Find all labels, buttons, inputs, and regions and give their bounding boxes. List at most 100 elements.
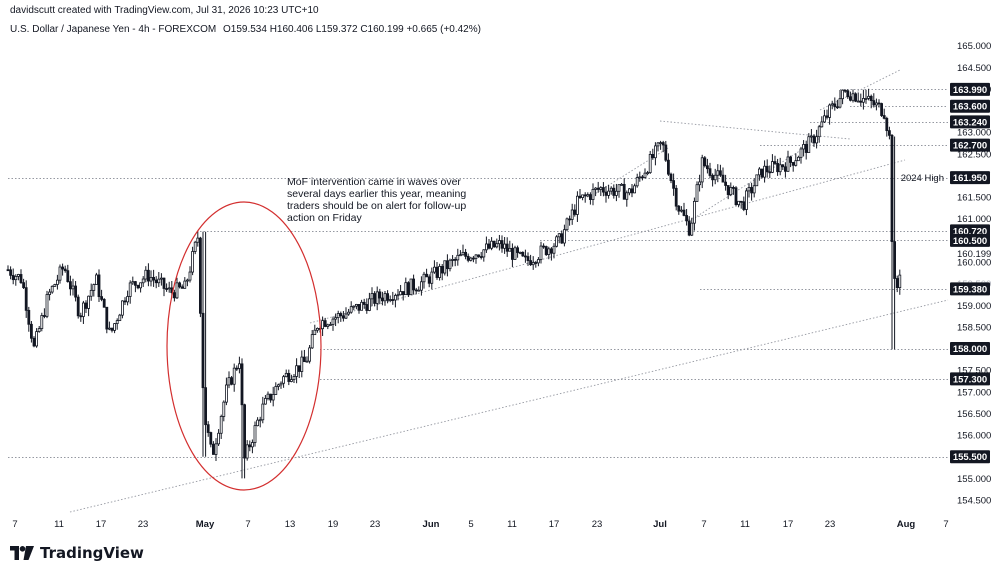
candle — [513, 245, 517, 260]
price-tick-label: 164.500 — [957, 63, 991, 74]
candle — [672, 173, 675, 196]
candle — [154, 276, 158, 289]
time-tick-label: Jun — [423, 519, 440, 530]
level-price-badge[interactable]: 159.380 — [950, 282, 990, 296]
candle — [771, 154, 774, 174]
attribution-text: davidscutt created with TradingView.com,… — [10, 5, 319, 16]
candle — [105, 306, 109, 334]
time-tick-label: 17 — [783, 519, 794, 530]
svg-text:162.700: 162.700 — [953, 141, 987, 152]
candle — [40, 312, 44, 332]
candle — [807, 133, 811, 153]
candle — [417, 286, 421, 292]
level-price-badge[interactable]: 161.950 — [950, 171, 990, 185]
candle — [526, 252, 530, 266]
level-price-badge[interactable]: 163.990 — [950, 82, 990, 96]
candle — [812, 134, 816, 147]
candle — [518, 251, 522, 255]
candle — [711, 173, 714, 187]
level-price-badge[interactable]: 155.500 — [950, 450, 990, 464]
candle — [531, 256, 535, 270]
candle — [713, 168, 717, 185]
candle — [11, 268, 15, 285]
time-axis[interactable]: 7 11 17 23 May 7 13 19 23 Jun 5 11 17 23 Jul 7 11 17 23 Aug… — [12, 519, 948, 530]
candle — [435, 261, 439, 280]
candle — [50, 285, 54, 294]
level-price-badge[interactable]: 163.240 — [950, 115, 990, 129]
candle — [836, 99, 839, 109]
candle — [534, 260, 538, 268]
candle — [178, 281, 182, 289]
candle — [253, 421, 257, 447]
candle — [133, 280, 137, 293]
candle — [310, 329, 314, 349]
candle — [716, 164, 720, 183]
candle — [380, 291, 384, 306]
candle — [466, 253, 470, 263]
candle — [445, 254, 449, 277]
price-tick-label: 156.500 — [957, 409, 991, 420]
candle — [126, 290, 129, 306]
candle — [581, 194, 584, 201]
candle — [685, 209, 688, 226]
candle — [646, 170, 649, 176]
candle — [308, 344, 312, 364]
candle — [830, 100, 834, 110]
candle — [136, 284, 140, 290]
candle — [456, 248, 460, 266]
time-tick-label: 23 — [370, 519, 381, 530]
candle — [867, 88, 870, 101]
price-tick-label: 155.000 — [957, 474, 991, 485]
candle — [250, 439, 254, 454]
time-tick-label: 23 — [592, 519, 603, 530]
candle — [188, 266, 192, 283]
instrument-title[interactable]: U.S. Dollar / Japanese Yen - 4h - FOREXC… — [10, 24, 217, 35]
time-tick-label: 11 — [740, 519, 750, 530]
candle — [630, 183, 634, 198]
candle — [323, 317, 327, 328]
time-tick-label: 23 — [825, 519, 836, 530]
time-tick-label: Jul — [653, 519, 667, 530]
candle — [95, 272, 98, 285]
candle — [48, 288, 51, 301]
candle — [279, 381, 283, 389]
candle — [890, 133, 894, 350]
candle — [622, 178, 626, 200]
level-price-badge[interactable]: 163.600 — [950, 99, 990, 113]
candle — [321, 316, 325, 337]
candle — [344, 307, 348, 319]
candle — [146, 263, 150, 287]
level-price-badge[interactable]: 162.700 — [950, 138, 990, 152]
candle — [240, 358, 244, 479]
candle — [276, 383, 280, 391]
candle — [851, 89, 855, 103]
tradingview-logo[interactable]: TradingView — [10, 544, 144, 562]
candle — [820, 116, 824, 128]
candle — [266, 391, 270, 401]
level-price-badge[interactable]: 158.000 — [950, 342, 990, 356]
candle — [425, 268, 429, 278]
price-axis[interactable]: 165.000164.500164.000163.000162.500161.5… — [950, 41, 991, 507]
candle — [458, 250, 462, 257]
candle — [58, 264, 62, 284]
candle — [209, 431, 213, 448]
candle — [313, 324, 317, 336]
candle — [560, 230, 564, 244]
level-price-badge[interactable]: 160.500 — [950, 233, 990, 247]
candle — [654, 142, 657, 166]
candle — [557, 233, 561, 244]
brand-name: TradingView — [40, 544, 144, 562]
candle — [680, 206, 683, 213]
candle — [841, 89, 844, 105]
candle — [22, 278, 26, 290]
level-price-badge[interactable]: 157.300 — [950, 372, 990, 386]
candle — [375, 286, 379, 311]
candle — [453, 257, 457, 267]
candle — [235, 365, 239, 372]
candle — [357, 304, 361, 314]
candle — [885, 116, 889, 137]
candle — [843, 89, 847, 93]
candle — [100, 289, 103, 302]
candle — [63, 265, 67, 273]
